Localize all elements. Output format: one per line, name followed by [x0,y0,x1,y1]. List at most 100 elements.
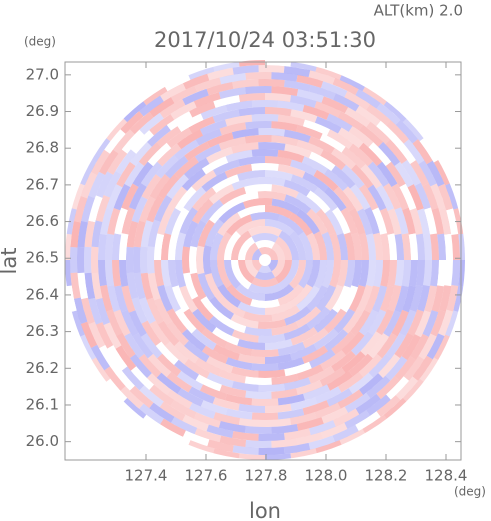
field-cell [419,357,440,383]
field-cell [171,85,198,104]
field-cell [141,320,162,346]
field-cell [289,284,313,308]
field-cell [265,93,292,102]
field-cell [314,402,341,419]
field-cell [366,104,391,126]
field-cell [385,139,408,164]
field-cell [238,418,265,427]
field-cell [199,119,227,136]
field-cell [387,208,402,236]
field-cell [182,88,209,106]
field-cell [245,440,272,448]
field-cell [91,246,99,274]
field-cell [271,121,298,132]
field-cell [290,412,317,425]
field-cell [302,400,330,416]
field-cell [258,128,285,137]
field-cell [438,285,452,312]
field-cell [277,357,305,371]
field-cell [204,273,224,302]
field-cell [329,232,341,260]
field-cell [402,207,416,235]
field-cell [80,172,98,199]
field-cell [236,284,265,301]
field-cell [171,207,190,235]
field-cell [245,242,259,260]
field-cell [119,233,129,260]
field-cell [231,230,252,260]
field-cell [431,207,445,235]
field-cell [131,196,148,223]
field-cell [171,416,198,435]
field-cell [444,260,453,287]
field-cell [115,149,137,175]
field-cell [308,151,336,171]
field-cell [121,207,136,235]
field-cell [344,410,371,429]
field-cell [306,208,329,235]
field-cell [187,440,215,456]
field-cell [252,260,262,272]
field-cell [277,214,304,236]
field-cell [344,91,371,110]
field-cell [351,232,362,260]
field-cell [430,233,439,260]
field-cell [149,320,171,346]
field-cell [126,220,139,248]
field-cell [157,284,173,312]
field-cell [154,260,165,287]
field-cell [121,366,145,391]
field-cell [417,285,430,312]
field-cell [418,333,437,360]
field-cell [122,397,147,421]
field-cell [244,326,273,337]
field-cell [160,418,186,437]
y-unit: (deg) [24,35,56,49]
field-cell [278,260,299,290]
field-cell [350,309,371,336]
field-cell [78,159,97,186]
field-cell [116,332,136,359]
field-cell [212,174,240,193]
field-cell [100,285,113,312]
field-cell [323,186,347,212]
field-cell [199,384,227,401]
field-cell [402,285,416,313]
field-cell [373,260,383,288]
field-cell [146,246,155,274]
field-cell [206,372,234,388]
field-cell [121,183,139,211]
field-cell [179,207,198,235]
field-cell [219,384,247,398]
field-cell [103,171,122,198]
field-cell [277,284,304,306]
field-cell [107,208,121,235]
field-cell [422,310,439,337]
field-cell [314,116,342,134]
field-cell [157,353,182,377]
field-cell [139,195,156,223]
field-cell [128,310,147,337]
field-cell [164,73,191,92]
field-cell [126,272,139,300]
field-cell [157,174,180,200]
field-cell [129,354,152,379]
field-cell [208,183,235,205]
field-cell [206,424,234,438]
field-cell [251,412,279,421]
field-cell [231,381,259,392]
field-cell [95,194,111,222]
field-cell [337,389,364,409]
field-cell [192,296,214,322]
field-cell [306,260,320,288]
field-cell [170,101,197,120]
field-cell [271,373,299,385]
field-cell [386,376,410,400]
field-cell [119,260,129,287]
field-cell [283,442,311,455]
field-cell [257,191,287,202]
field-cell [408,260,418,287]
field-cell [65,285,77,313]
field-cell [73,297,88,324]
field-cell [258,432,285,441]
